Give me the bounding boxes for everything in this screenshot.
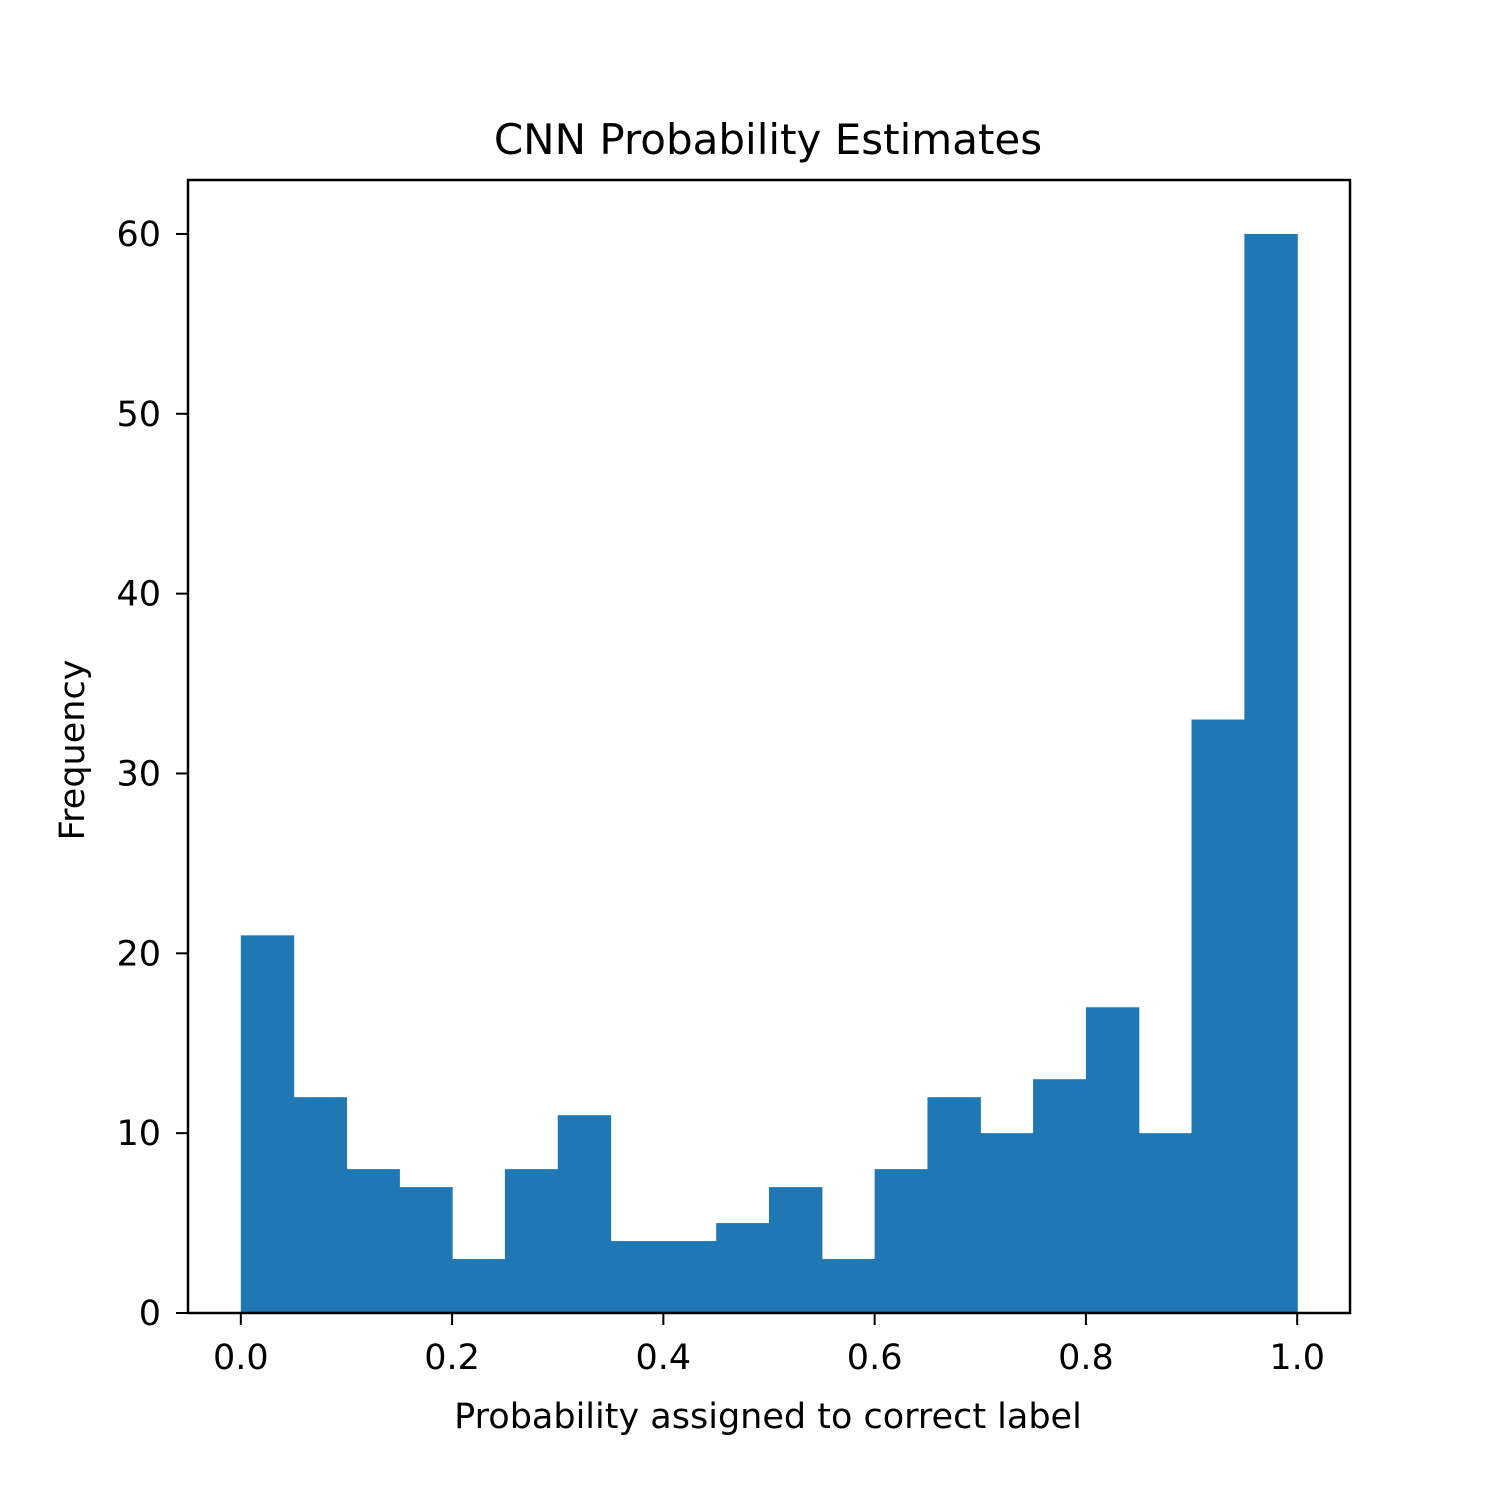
histogram-bar [504, 1169, 559, 1313]
histogram-bar [557, 1115, 612, 1313]
histogram-bar [610, 1241, 664, 1313]
x-tick-label: 1.0 [1269, 1338, 1325, 1378]
histogram-bar [293, 1097, 348, 1313]
histogram-bar [1085, 1007, 1140, 1313]
histogram-bar [874, 1169, 929, 1313]
y-tick-label: 50 [116, 395, 161, 435]
histogram-bar [821, 1259, 876, 1313]
y-tick-label: 10 [116, 1114, 161, 1154]
histogram-bar [927, 1097, 981, 1313]
histogram-bar [1191, 719, 1245, 1313]
x-tick-label: 0.6 [847, 1338, 903, 1378]
histogram-bar [769, 1187, 823, 1313]
bars-group [240, 233, 1298, 1313]
histogram-bar [399, 1187, 453, 1313]
histogram-bar [716, 1223, 770, 1313]
histogram-bar [1138, 1133, 1193, 1313]
histogram-bar [980, 1133, 1034, 1313]
histogram-bar [452, 1259, 506, 1313]
histogram-bar [1244, 233, 1298, 1313]
histogram-bar [346, 1169, 400, 1313]
y-tick-label: 40 [116, 575, 161, 615]
x-tick-label: 0.2 [424, 1338, 480, 1378]
histogram-bar [663, 1241, 717, 1313]
x-tick-label: 0.4 [636, 1338, 692, 1378]
y-axis-label: Frequency [53, 660, 93, 841]
histogram-bar [1033, 1079, 1087, 1313]
ticks-group: 0.0 0.2 0.4 0.6 0.8 1.0 0 10 20 30 40 50 60 [116, 215, 1325, 1378]
x-axis-label: Probability assigned to correct label [454, 1397, 1082, 1437]
y-tick-label: 0 [139, 1294, 161, 1334]
chart-title: CNN Probability Estimates [494, 115, 1042, 164]
y-tick-label: 60 [116, 215, 161, 255]
plot-frame [186, 178, 1352, 1315]
x-tick-label: 0.0 [213, 1338, 269, 1378]
x-tick-label: 0.8 [1058, 1338, 1114, 1378]
histogram-bar [240, 935, 295, 1313]
y-tick-label: 20 [116, 934, 161, 974]
y-tick-label: 30 [116, 754, 161, 794]
